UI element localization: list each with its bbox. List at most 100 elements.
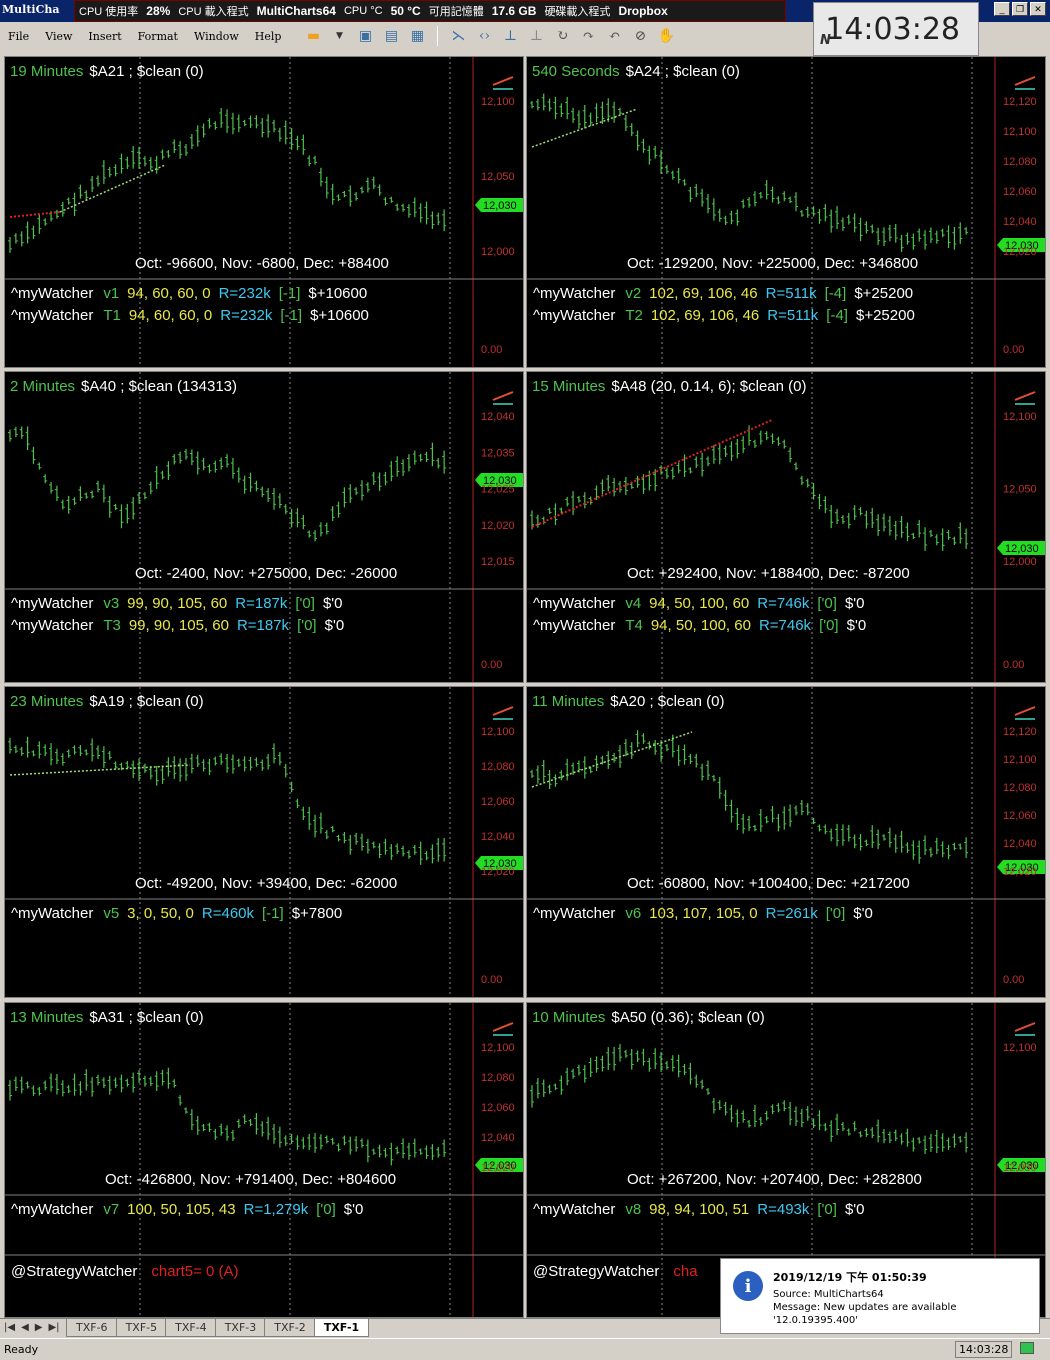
y-axis-tick: 12,040	[481, 831, 515, 843]
chart-panel[interactable]: 12,030 12,120 12,100 12,080 12,060 12,040 12,0…	[526, 56, 1046, 368]
zoom-out-icon[interactable]: ‹›	[478, 28, 491, 44]
system-monitor-bar: CPU 使用率 28% CPU 載入程式 MultiCharts64 CPU °…	[74, 0, 786, 22]
price-tag-label: 12,030	[1005, 862, 1039, 874]
anchor2-icon[interactable]: ⊥	[529, 28, 544, 44]
menu-window[interactable]: Window	[193, 29, 239, 43]
save-icon[interactable]: ▣	[358, 28, 373, 44]
tab-txf-3[interactable]: TXF-3	[214, 1319, 267, 1337]
watcher-pnl: $'0	[844, 1201, 865, 1218]
chart-symbol: $A50 (0.36); $clean (0)	[611, 1009, 765, 1026]
y-axis-tick: 12,100	[481, 1042, 515, 1054]
chart-panel[interactable]: 12,030 12,100 12,050 12,000 0.00 19 Minutes $A…	[4, 56, 524, 368]
chart-canvas[interactable]: 12,030 12,100 12,050 12,000 0.00	[5, 57, 524, 368]
watcher-params: 98, 94, 100, 51	[649, 1201, 750, 1218]
watcher-row: ^myWatcher v6 103, 107, 105, 0 R=261k ['0] $'…	[533, 905, 873, 922]
watcher-name: ^myWatcher	[533, 905, 616, 922]
tab-txf-1[interactable]: TXF-1	[313, 1319, 370, 1337]
update-notification[interactable]: i 2019/12/19 下午 01:50:39 Source: MultiCh…	[720, 1258, 1040, 1334]
hand-icon[interactable]: ✋	[657, 28, 676, 44]
tab-last-icon[interactable]: ▶|	[48, 1322, 60, 1333]
image-icon[interactable]: ▦	[410, 28, 425, 44]
chart-arrows-icon[interactable]	[1014, 76, 1036, 90]
chart-panel[interactable]: 12,030 12,120 12,100 12,080 12,060 12,040 12,0…	[526, 686, 1046, 998]
minimize-button[interactable]: _	[994, 2, 1010, 16]
menu-format[interactable]: Format	[137, 29, 178, 43]
y-axis-tick: 12,015	[481, 556, 515, 568]
price-tag	[997, 238, 1045, 252]
zoom-in-icon[interactable]: ⋋	[451, 28, 466, 44]
hide-icon[interactable]: ⊘	[634, 28, 647, 44]
watcher-version: T2	[625, 307, 643, 324]
document-icon[interactable]: ▤	[384, 28, 399, 44]
strategy-watcher-name: @StrategyWatcher	[11, 1263, 138, 1280]
chart-title: 10 Minutes $A50 (0.36); $clean (0)	[532, 1009, 765, 1026]
menu-help[interactable]: Help	[254, 29, 282, 43]
notify-version: '12.0.19395.400'	[773, 1315, 859, 1326]
watcher-row: ^myWatcher T3 99, 90, 105, 60 R=187k ['0] $'0	[11, 617, 344, 634]
chart-canvas[interactable]: 12,030 12,120 12,100 12,080 12,060 12,040 12,0…	[527, 57, 1046, 368]
cpu-label: CPU 使用率	[79, 6, 139, 18]
price-tag-label: 12,030	[483, 200, 517, 212]
chart-arrows-icon[interactable]	[492, 706, 514, 720]
watcher-pnl: $'0	[853, 905, 873, 922]
anchor-icon[interactable]: ⊥	[503, 28, 518, 44]
tab-txf-2[interactable]: TXF-2	[264, 1319, 316, 1337]
chart-arrows-icon[interactable]	[492, 391, 514, 405]
comment-icon[interactable]: ▬	[306, 28, 321, 44]
chart-canvas[interactable]: 12,030 12,040 12,035 12,025 12,020 12,015 0.00	[5, 372, 524, 683]
y-axis-tick: 12,050	[1003, 484, 1037, 496]
restore-button[interactable]: ❐	[1012, 2, 1028, 16]
watcher-row: ^myWatcher v1 94, 60, 60, 0 R=232k [-1] $+106…	[11, 285, 367, 302]
app-title: MultiCha	[2, 3, 60, 16]
chart-panel[interactable]: 12,030 12,100 12,080 12,060 12,040 12,020 0.00…	[4, 686, 524, 998]
chart-canvas[interactable]: 12,030 12,100 12,080 12,060 12,040 12,020	[5, 1003, 524, 1318]
monthly-pnl: Oct: -129200, Nov: +225000, Dec: +346800	[627, 255, 919, 272]
tab-next-icon[interactable]: ▶	[34, 1322, 43, 1333]
refresh-icon[interactable]: ↻	[556, 28, 569, 44]
chart-canvas[interactable]: 12,030 12,120 12,100 12,080 12,060 12,040 12,0…	[527, 687, 1046, 998]
watcher-pnl: $'0	[343, 1201, 364, 1218]
chart-arrows-icon[interactable]	[1014, 1022, 1036, 1036]
price-tag-label: 12,030	[483, 858, 517, 870]
watcher-row: ^myWatcher v8 98, 94, 100, 51 R=493k ['0] $'0	[533, 1201, 865, 1218]
chart-arrows-icon[interactable]	[1014, 706, 1036, 720]
chart-panel[interactable]: 12,030 12,040 12,035 12,025 12,020 12,015 0.00…	[4, 371, 524, 683]
redo-icon[interactable]: ↷	[582, 28, 595, 44]
menu-file[interactable]: File	[8, 29, 30, 43]
menu-insert[interactable]: Insert	[88, 29, 122, 43]
chart-timeframe: 23 Minutes	[10, 693, 84, 710]
y-axis-tick: 12,040	[481, 411, 515, 423]
cpu-prog-value: MultiCharts64	[256, 4, 336, 18]
watcher-version: v6	[625, 905, 642, 922]
watcher-position: [-1]	[280, 307, 303, 324]
chart-arrows-icon[interactable]	[492, 1022, 514, 1036]
watcher-pnl: $'0	[322, 595, 343, 612]
y-axis-tick: 12,060	[1003, 810, 1037, 822]
chart-panel[interactable]: 12,030 12,100 12,080 12,060 12,040 12,020 13 M…	[4, 1002, 524, 1318]
tab-txf-4[interactable]: TXF-4	[165, 1319, 217, 1337]
tab-prev-icon[interactable]: ◀	[21, 1322, 29, 1333]
mem-label: 可用記憶體	[428, 6, 484, 18]
y-axis-tick: 12,080	[481, 1072, 515, 1084]
chart-arrows-icon[interactable]	[1014, 391, 1036, 405]
chart-panel[interactable]: 12,030 12,100 12,050 12,000 0.00 15 Minutes $A…	[526, 371, 1046, 683]
tab-txf-6[interactable]: TXF-6	[66, 1319, 118, 1337]
watcher-name: ^myWatcher	[533, 307, 616, 324]
y-axis-tick: 12,100	[1003, 754, 1037, 766]
watcher-name: ^myWatcher	[11, 905, 94, 922]
dropdown-icon[interactable]: ▼	[335, 31, 343, 41]
chart-canvas[interactable]: 12,030 12,100 12,050 12,000 0.00	[527, 372, 1046, 683]
chart-arrows-icon[interactable]	[492, 76, 514, 90]
monthly-pnl: Oct: -426800, Nov: +791400, Dec: +804600	[105, 1171, 397, 1188]
chart-canvas[interactable]: 12,030 12,100 12,080 12,060 12,040 12,020 0.00	[5, 687, 524, 998]
tab-txf-5[interactable]: TXF-5	[115, 1319, 168, 1337]
menu-view[interactable]: View	[45, 29, 73, 43]
temp-label: CPU °C	[343, 5, 383, 17]
chart-title: 2 Minutes $A40 ; $clean (134313)	[10, 378, 237, 395]
watcher-row: ^myWatcher T4 94, 50, 100, 60 R=746k ['0] $'0	[533, 617, 866, 634]
watcher-version: v7	[103, 1201, 120, 1218]
tab-first-icon[interactable]: |◀	[4, 1322, 16, 1333]
chart-timeframe: 19 Minutes	[10, 63, 84, 80]
undo-icon[interactable]: ↶	[608, 28, 621, 44]
close-button[interactable]: ✕	[1030, 2, 1046, 16]
